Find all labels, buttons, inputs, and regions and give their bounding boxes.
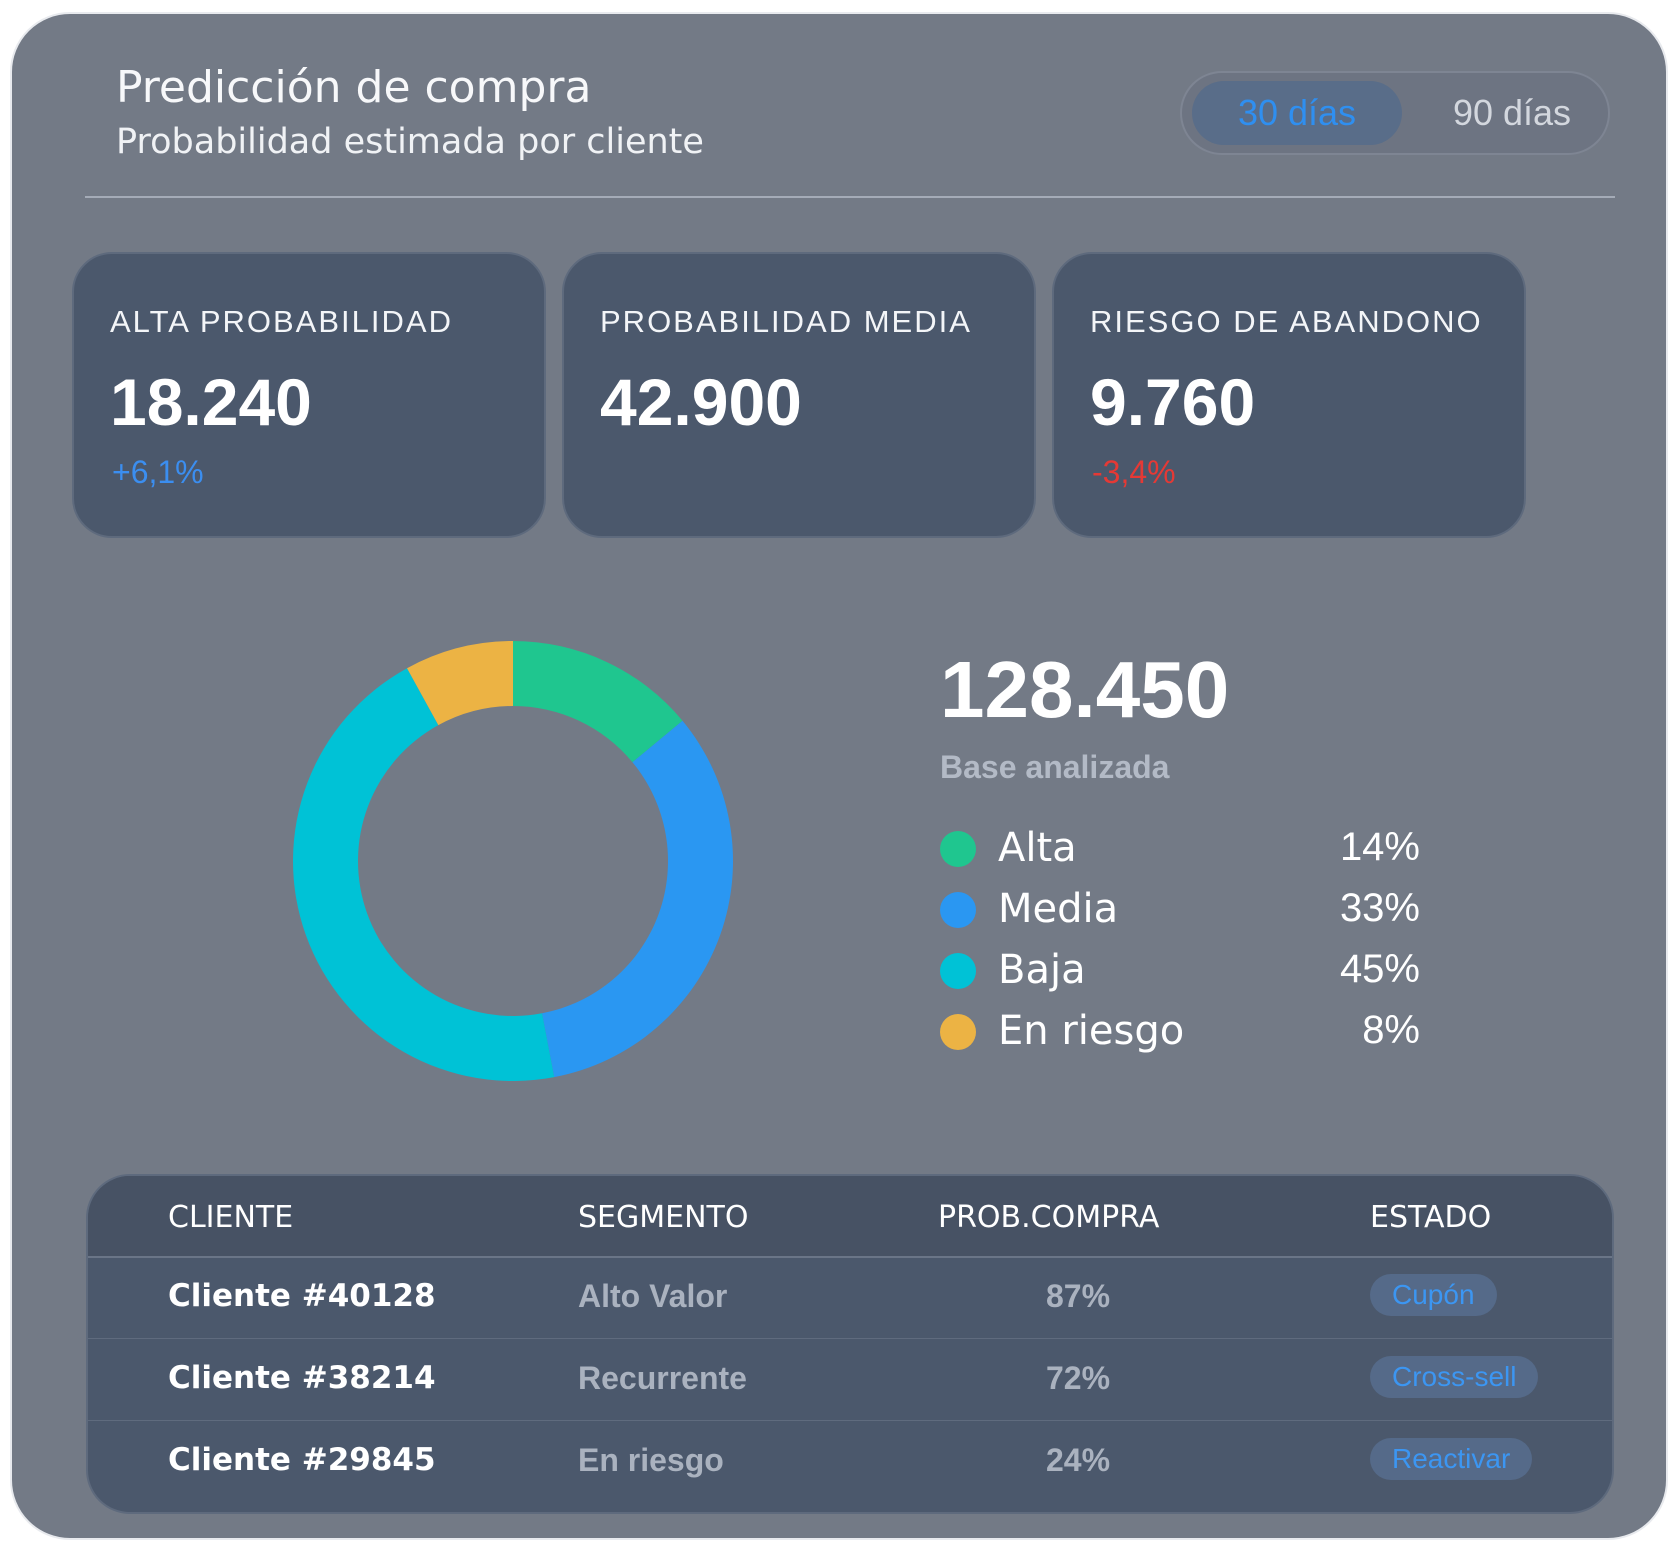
legend-value: 45% [1339,947,1420,991]
status-badge[interactable]: Cupón [1370,1274,1497,1316]
legend-value: 33% [1339,886,1420,930]
kpi-value: 18.240 [110,365,312,439]
header-divider [85,196,1615,198]
kpi-label: RIESGO DE ABANDONO [1090,304,1483,339]
page-subtitle: Probabilidad estimada por cliente [116,122,704,162]
cell-segment: Recurrente [578,1360,747,1396]
range-option-90-days[interactable]: 90 días [1452,92,1572,133]
cell-client: Cliente #40128 [168,1278,436,1314]
cell-segment: Alto Valor [578,1278,728,1314]
column-header-prob-compra: PROB.COMPRA [938,1200,1160,1235]
column-header-segmento: SEGMENTO [578,1200,749,1235]
legend-label: En riesgo [998,1008,1185,1054]
customer-table: CLIENTE SEGMENTO PROB.COMPRA ESTADO Clie… [86,1174,1614,1514]
total-label: Base analizada [940,749,1170,785]
legend-swatch [940,1014,976,1050]
table-row[interactable]: Cliente #29845 En riesgo 24% Reactivar [88,1420,1612,1502]
status-badge[interactable]: Reactivar [1370,1438,1533,1480]
donut-slice-baja [293,668,555,1081]
cell-segment: En riesgo [578,1442,724,1478]
legend-item-media: Media 33% [940,880,1420,940]
page-title: Predicción de compra [116,62,592,113]
column-header-estado: ESTADO [1370,1200,1492,1235]
legend-value: 14% [1339,825,1420,869]
cell-client: Cliente #38214 [168,1360,436,1396]
range-option-30-days[interactable]: 30 días [1192,81,1402,145]
kpi-delta: -3,4% [1092,454,1176,490]
kpi-value: 9.760 [1090,365,1256,439]
legend-label: Alta [998,825,1077,871]
donut-slice-media [542,720,733,1078]
kpi-label: ALTA PROBABILIDAD [110,304,453,339]
legend-swatch [940,831,976,867]
cell-client: Cliente #29845 [168,1442,436,1478]
cell-probability: 72% [1045,1360,1111,1396]
range-toggle: 30 días 90 días [1180,71,1610,155]
table-header: CLIENTE SEGMENTO PROB.COMPRA ESTADO [88,1176,1612,1258]
legend-label: Media [998,886,1119,932]
legend-swatch [940,953,976,989]
column-header-cliente: CLIENTE [168,1200,294,1235]
legend-label: Baja [998,947,1086,993]
donut-slice-en-riesgo [407,641,513,726]
donut-chart [293,641,733,1081]
kpi-label: PROBABILIDAD MEDIA [600,304,972,339]
table-row[interactable]: Cliente #38214 Recurrente 72% Cross-sell [88,1338,1612,1421]
status-badge[interactable]: Cross-sell [1370,1356,1539,1398]
legend-item-en-riesgo: En riesgo 8% [940,1002,1420,1062]
table-row[interactable]: Cliente #40128 Alto Valor 87% Cupón [88,1256,1612,1339]
legend-item-alta: Alta 14% [940,819,1420,879]
cell-probability: 87% [1045,1278,1111,1314]
kpi-delta: +6,1% [112,454,204,490]
kpi-card-high-probability: ALTA PROBABILIDAD 18.240 +6,1% [72,252,546,538]
legend-value: 8% [1362,1008,1420,1052]
cell-probability: 24% [1045,1442,1111,1478]
total-value: 128.450 [940,645,1230,734]
kpi-card-medium-probability: PROBABILIDAD MEDIA 42.900 [562,252,1036,538]
kpi-card-churn-risk: RIESGO DE ABANDONO 9.760 -3,4% [1052,252,1526,538]
dashboard-card: Predicción de compra Probabilidad estima… [10,12,1668,1540]
donut-slice-alta [513,641,683,763]
legend-swatch [940,892,976,928]
kpi-value: 42.900 [600,365,802,439]
legend-item-baja: Baja 45% [940,941,1420,1001]
